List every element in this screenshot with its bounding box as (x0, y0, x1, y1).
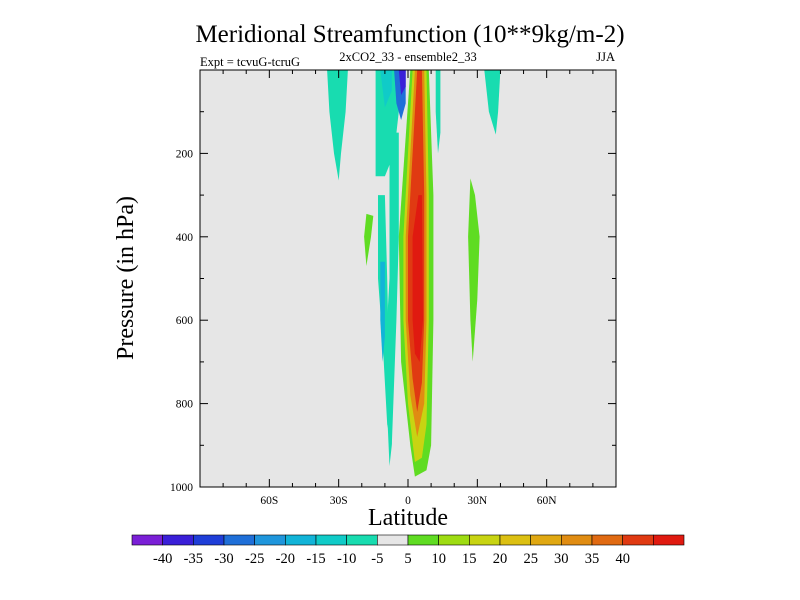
x-tick-label: 60N (537, 495, 558, 507)
colorbar-swatch (561, 534, 593, 546)
y-tick-label: 400 (176, 232, 194, 244)
colorbar: -40 -35 -30 -25 -20 -15 -10 -5 5 10 15 20 25 30 35 40 (131, 534, 685, 567)
y-tick-label: 800 (176, 399, 194, 411)
contour-sh-cell-core-inner (398, 70, 406, 95)
x-tick-label: 30S (330, 495, 348, 507)
contour-nh-pos-blob (468, 178, 480, 362)
colorbar-swatch (438, 534, 470, 546)
x-axis-title: Latitude (368, 505, 448, 531)
colorbar-label: -10 (337, 551, 356, 567)
contour-nh-neg-cell (484, 70, 501, 135)
contour-sh-lower-blue (380, 261, 385, 362)
colorbar-label: 10 (431, 551, 446, 567)
colorbar-label: -40 (153, 551, 172, 567)
contour-sh-pos-blob (364, 213, 374, 266)
x-tick-label: 30N (467, 495, 488, 507)
colorbar-label: 25 (523, 551, 538, 567)
colorbar-swatch (254, 534, 286, 546)
y-tick-label: 200 (176, 148, 194, 160)
colorbar-label: 40 (615, 551, 630, 567)
y-tick-label: 1000 (170, 482, 193, 494)
colorbar-label: 5 (404, 551, 411, 567)
colorbar-label: 35 (585, 551, 600, 567)
colorbar-swatch (653, 534, 685, 546)
colorbar-swatch (223, 534, 255, 546)
contour-sh-cell-left (327, 70, 348, 181)
colorbar-swatch (315, 534, 347, 546)
colorbar-label: -35 (184, 551, 203, 567)
colorbar-swatch (346, 534, 378, 546)
colorbar-swatch (499, 534, 531, 546)
colorbar-label: -30 (214, 551, 233, 567)
colorbar-label: -25 (245, 551, 264, 567)
colorbar-label: 15 (462, 551, 477, 567)
colorbar-swatch (162, 534, 194, 546)
chart-title: Meridional Streamfunction (10**9kg/m-2) (195, 21, 624, 48)
colorbar-label: -15 (306, 551, 325, 567)
colorbar-swatch (469, 534, 501, 546)
subtitle-center: 2xCO2_33 - ensemble2_33 (339, 50, 476, 64)
colorbar-swatch (131, 534, 163, 546)
subtitle-left: Expt = tcvuG-tcruG (200, 55, 300, 69)
contour-nh-neg-strip (435, 70, 441, 154)
colorbar-label: 30 (554, 551, 569, 567)
plot-area: 60S 30S 0 30N 60N 200 400 600 800 1000 (170, 69, 617, 507)
colorbar-label: -20 (276, 551, 295, 567)
contour-regions (327, 70, 501, 477)
colorbar-swatch (530, 534, 562, 546)
colorbar-label: 20 (493, 551, 508, 567)
colorbar-swatch (591, 534, 623, 546)
y-tick-label: 600 (176, 315, 194, 327)
colorbar-swatch (407, 534, 439, 546)
colorbar-label: -5 (371, 551, 383, 567)
colorbar-swatch (193, 534, 225, 546)
contour-sh-cell-mid (380, 70, 392, 108)
y-axis-title: Pressure (in hPa) (113, 196, 139, 360)
x-tick-label: 0 (405, 495, 411, 507)
colorbar-swatch (377, 534, 409, 546)
colorbar-swatch (285, 534, 317, 546)
subtitle-right: JJA (596, 50, 615, 64)
x-tick-label: 60S (260, 495, 278, 507)
colorbar-swatch (622, 534, 654, 546)
axis-ticks: 60S 30S 0 30N 60N 200 400 600 800 1000 (170, 70, 616, 507)
contour-main-cell-core (412, 195, 423, 362)
